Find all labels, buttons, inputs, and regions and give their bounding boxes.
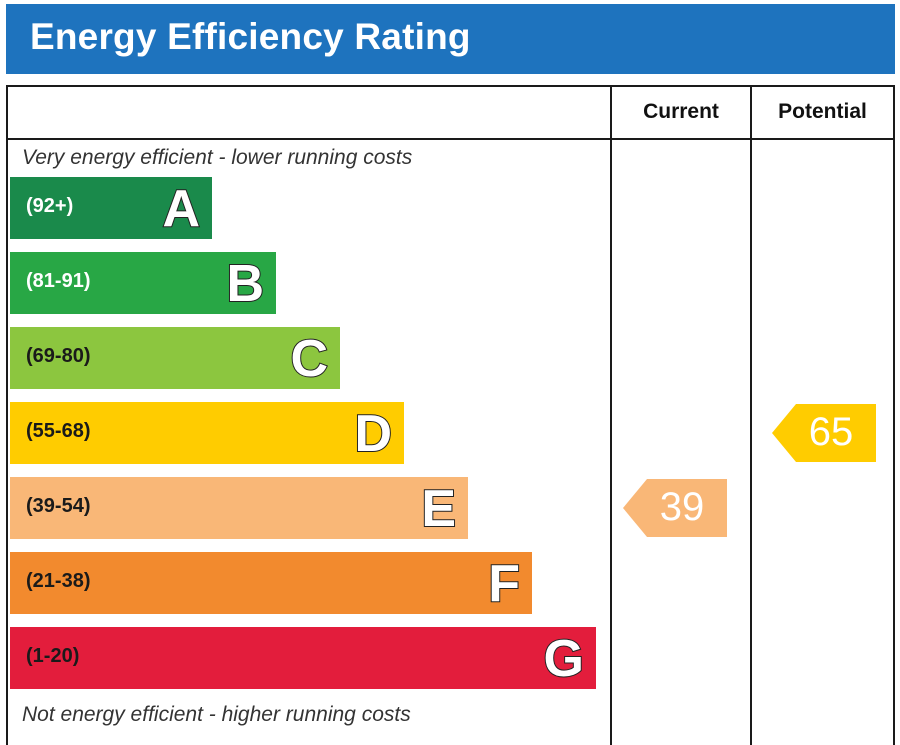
band-range-label: (39-54) xyxy=(26,495,91,517)
band-b: (81-91) B xyxy=(10,252,276,314)
column-divider-potential xyxy=(750,85,752,745)
band-letter: F xyxy=(487,554,521,614)
bottom-note: Not energy efficient - higher running co… xyxy=(22,703,411,726)
current-column-header: Current xyxy=(643,100,719,123)
band-letter: D xyxy=(353,404,393,464)
band-e: (39-54) E xyxy=(10,477,468,539)
band-range-label: (92+) xyxy=(26,195,74,217)
band-range-label: (69-80) xyxy=(26,345,91,367)
potential-column-header: Potential xyxy=(778,100,867,123)
header-bar: Energy Efficiency Rating xyxy=(6,4,895,74)
current-arrow-shape xyxy=(623,479,727,537)
rating-table xyxy=(6,85,895,745)
current-rating-arrow: 39 xyxy=(623,479,727,537)
column-divider-current xyxy=(610,85,612,745)
page-title: Energy Efficiency Rating xyxy=(30,16,471,57)
band-range-label: (55-68) xyxy=(26,420,91,442)
potential-arrow-shape xyxy=(772,404,876,462)
potential-rating-arrow: 65 xyxy=(772,404,876,462)
band-a: (92+) A xyxy=(10,177,212,239)
band-letter: B xyxy=(225,254,265,314)
band-letter: E xyxy=(420,479,457,539)
band-range-label: (21-38) xyxy=(26,570,91,592)
band-c: (69-80) C xyxy=(10,327,340,389)
band-letter: G xyxy=(543,629,585,689)
header-divider xyxy=(6,138,895,140)
band-d: (55-68) D xyxy=(10,402,404,464)
band-letter: A xyxy=(161,179,201,239)
top-note: Very energy efficient - lower running co… xyxy=(22,146,413,169)
potential-rating-value: 65 xyxy=(808,410,854,454)
current-rating-value: 39 xyxy=(659,485,705,529)
band-f: (21-38) F xyxy=(10,552,532,614)
band-g: (1-20) G xyxy=(10,627,596,689)
band-letter: C xyxy=(289,329,329,389)
band-range-label: (1-20) xyxy=(26,645,80,667)
band-range-label: (81-91) xyxy=(26,270,91,292)
